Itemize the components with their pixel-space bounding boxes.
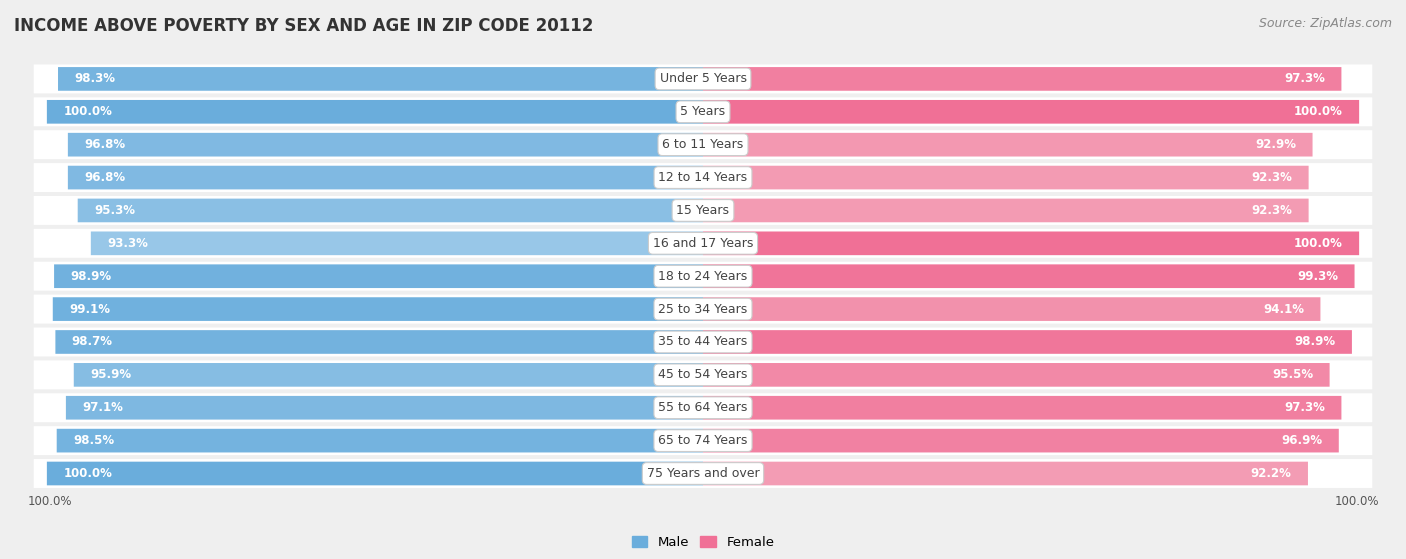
Text: 95.9%: 95.9% xyxy=(90,368,131,381)
Text: 15 Years: 15 Years xyxy=(676,204,730,217)
FancyBboxPatch shape xyxy=(34,262,1372,291)
Text: 92.3%: 92.3% xyxy=(1251,171,1292,184)
FancyBboxPatch shape xyxy=(703,133,1313,157)
FancyBboxPatch shape xyxy=(46,462,703,485)
FancyBboxPatch shape xyxy=(703,165,1309,190)
Legend: Male, Female: Male, Female xyxy=(626,531,780,555)
FancyBboxPatch shape xyxy=(34,394,1372,422)
Text: 5 Years: 5 Years xyxy=(681,105,725,119)
Text: 98.9%: 98.9% xyxy=(70,269,111,283)
Text: 99.3%: 99.3% xyxy=(1298,269,1339,283)
Text: 98.9%: 98.9% xyxy=(1295,335,1336,348)
FancyBboxPatch shape xyxy=(34,295,1372,324)
Text: 25 to 34 Years: 25 to 34 Years xyxy=(658,302,748,316)
Text: 100.0%: 100.0% xyxy=(27,495,72,508)
Text: 92.9%: 92.9% xyxy=(1256,138,1296,151)
FancyBboxPatch shape xyxy=(703,396,1341,420)
FancyBboxPatch shape xyxy=(34,64,1372,93)
Text: 16 and 17 Years: 16 and 17 Years xyxy=(652,237,754,250)
FancyBboxPatch shape xyxy=(703,429,1339,452)
FancyBboxPatch shape xyxy=(56,429,703,452)
FancyBboxPatch shape xyxy=(34,426,1372,455)
FancyBboxPatch shape xyxy=(703,67,1341,91)
FancyBboxPatch shape xyxy=(46,100,703,124)
Text: 95.5%: 95.5% xyxy=(1272,368,1313,381)
FancyBboxPatch shape xyxy=(703,297,1320,321)
FancyBboxPatch shape xyxy=(34,97,1372,126)
Text: 94.1%: 94.1% xyxy=(1263,302,1303,316)
Text: 96.9%: 96.9% xyxy=(1281,434,1323,447)
Text: 97.1%: 97.1% xyxy=(83,401,124,414)
Text: 18 to 24 Years: 18 to 24 Years xyxy=(658,269,748,283)
Text: INCOME ABOVE POVERTY BY SEX AND AGE IN ZIP CODE 20112: INCOME ABOVE POVERTY BY SEX AND AGE IN Z… xyxy=(14,17,593,35)
Text: 99.1%: 99.1% xyxy=(69,302,110,316)
FancyBboxPatch shape xyxy=(34,328,1372,357)
FancyBboxPatch shape xyxy=(73,363,703,387)
FancyBboxPatch shape xyxy=(34,361,1372,389)
Text: 92.3%: 92.3% xyxy=(1251,204,1292,217)
Text: 96.8%: 96.8% xyxy=(84,138,125,151)
Text: 100.0%: 100.0% xyxy=(63,105,112,119)
FancyBboxPatch shape xyxy=(34,459,1372,488)
Text: 98.3%: 98.3% xyxy=(75,73,115,86)
Text: 35 to 44 Years: 35 to 44 Years xyxy=(658,335,748,348)
Text: 97.3%: 97.3% xyxy=(1284,401,1324,414)
Text: Under 5 Years: Under 5 Years xyxy=(659,73,747,86)
FancyBboxPatch shape xyxy=(34,163,1372,192)
FancyBboxPatch shape xyxy=(703,231,1360,255)
Text: 100.0%: 100.0% xyxy=(1294,237,1343,250)
Text: 98.5%: 98.5% xyxy=(73,434,114,447)
FancyBboxPatch shape xyxy=(77,198,703,222)
Text: 55 to 64 Years: 55 to 64 Years xyxy=(658,401,748,414)
Text: 96.8%: 96.8% xyxy=(84,171,125,184)
FancyBboxPatch shape xyxy=(703,264,1354,288)
Text: 93.3%: 93.3% xyxy=(107,237,148,250)
FancyBboxPatch shape xyxy=(703,462,1308,485)
FancyBboxPatch shape xyxy=(67,133,703,157)
FancyBboxPatch shape xyxy=(34,196,1372,225)
FancyBboxPatch shape xyxy=(91,231,703,255)
Text: 92.2%: 92.2% xyxy=(1251,467,1292,480)
Text: 100.0%: 100.0% xyxy=(1294,105,1343,119)
Text: 65 to 74 Years: 65 to 74 Years xyxy=(658,434,748,447)
FancyBboxPatch shape xyxy=(34,130,1372,159)
Text: 100.0%: 100.0% xyxy=(1334,495,1379,508)
FancyBboxPatch shape xyxy=(55,330,703,354)
Text: 45 to 54 Years: 45 to 54 Years xyxy=(658,368,748,381)
Text: 75 Years and over: 75 Years and over xyxy=(647,467,759,480)
Text: 12 to 14 Years: 12 to 14 Years xyxy=(658,171,748,184)
FancyBboxPatch shape xyxy=(703,330,1353,354)
FancyBboxPatch shape xyxy=(67,165,703,190)
FancyBboxPatch shape xyxy=(703,100,1360,124)
FancyBboxPatch shape xyxy=(53,297,703,321)
Text: 98.7%: 98.7% xyxy=(72,335,112,348)
Text: Source: ZipAtlas.com: Source: ZipAtlas.com xyxy=(1258,17,1392,30)
Text: 6 to 11 Years: 6 to 11 Years xyxy=(662,138,744,151)
FancyBboxPatch shape xyxy=(703,363,1330,387)
FancyBboxPatch shape xyxy=(58,67,703,91)
FancyBboxPatch shape xyxy=(34,229,1372,258)
FancyBboxPatch shape xyxy=(53,264,703,288)
Text: 95.3%: 95.3% xyxy=(94,204,135,217)
Text: 97.3%: 97.3% xyxy=(1284,73,1324,86)
Text: 100.0%: 100.0% xyxy=(63,467,112,480)
FancyBboxPatch shape xyxy=(66,396,703,420)
FancyBboxPatch shape xyxy=(703,198,1309,222)
